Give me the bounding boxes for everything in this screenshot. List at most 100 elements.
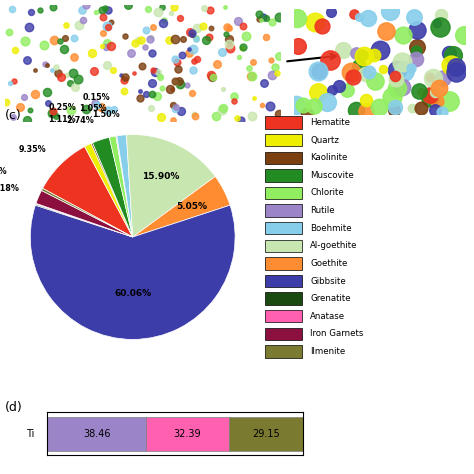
Point [371, 77, 378, 85]
Point [171, 105, 179, 113]
Point [179, 51, 186, 58]
Point [339, 46, 347, 54]
Point [438, 108, 446, 115]
Bar [265, 187, 302, 199]
Point [294, 42, 301, 50]
Point [175, 78, 182, 85]
Point [23, 56, 31, 64]
Text: 2.18%: 2.18% [0, 184, 20, 193]
Text: Al-goethite: Al-goethite [310, 241, 358, 250]
Point [128, 49, 135, 57]
Point [11, 46, 18, 54]
Point [362, 70, 369, 78]
Point [186, 28, 193, 36]
Point [134, 36, 142, 44]
Point [49, 3, 56, 10]
Bar [265, 134, 302, 146]
Wedge shape [36, 203, 133, 237]
Point [176, 14, 184, 22]
Wedge shape [85, 144, 133, 237]
Point [101, 4, 109, 12]
Point [417, 89, 425, 96]
Point [363, 108, 370, 115]
Point [136, 87, 144, 95]
Point [185, 50, 192, 57]
Point [335, 82, 343, 90]
Point [409, 105, 416, 112]
Point [17, 103, 24, 111]
Point [250, 94, 257, 102]
Point [431, 106, 439, 114]
Point [188, 90, 196, 97]
Wedge shape [109, 136, 133, 237]
Point [191, 112, 198, 120]
Point [99, 6, 106, 14]
Point [120, 88, 128, 95]
Point [230, 92, 237, 100]
Point [146, 35, 154, 43]
Point [223, 23, 231, 31]
Point [103, 61, 110, 68]
Point [365, 15, 372, 22]
Point [131, 39, 139, 47]
Point [180, 36, 187, 43]
Wedge shape [117, 135, 133, 237]
Point [413, 43, 420, 51]
Text: Goethite: Goethite [310, 259, 347, 268]
Point [432, 89, 439, 96]
Point [109, 66, 117, 74]
Text: Grenatite: Grenatite [310, 294, 351, 303]
Point [165, 36, 173, 44]
Text: (c): (c) [5, 109, 21, 122]
Wedge shape [127, 135, 215, 237]
Point [273, 69, 281, 77]
Point [392, 75, 400, 82]
Point [26, 106, 34, 114]
Point [44, 61, 51, 69]
Point [260, 80, 268, 87]
Point [91, 99, 99, 107]
Point [74, 75, 82, 83]
Point [31, 91, 39, 98]
Point [427, 91, 434, 99]
Point [350, 10, 358, 18]
Point [267, 56, 275, 64]
Point [48, 109, 55, 117]
Point [355, 62, 362, 70]
Point [137, 36, 145, 44]
Point [25, 24, 33, 31]
Text: Ilmenite: Ilmenite [310, 347, 346, 356]
Point [27, 8, 35, 16]
Point [258, 101, 266, 109]
Bar [146, 417, 229, 451]
Point [90, 68, 98, 75]
Wedge shape [36, 204, 133, 237]
Point [223, 30, 230, 38]
Bar [265, 310, 302, 322]
Point [389, 93, 396, 100]
Point [40, 42, 48, 49]
Point [343, 86, 351, 94]
Point [172, 55, 179, 63]
Point [235, 53, 243, 61]
Point [173, 59, 181, 66]
Point [169, 116, 177, 124]
Point [390, 107, 398, 114]
Point [52, 112, 60, 120]
Point [103, 23, 110, 30]
Point [190, 58, 198, 65]
Bar [265, 328, 302, 340]
Point [234, 18, 241, 25]
Point [259, 13, 267, 21]
Point [31, 66, 39, 73]
Point [230, 97, 237, 105]
Point [99, 29, 106, 36]
Text: Quartz: Quartz [310, 136, 339, 145]
Text: Gibbsite: Gibbsite [310, 276, 346, 285]
Point [227, 45, 234, 52]
Point [207, 24, 215, 32]
Point [2, 99, 10, 106]
Point [149, 23, 157, 31]
Point [157, 113, 164, 121]
Point [158, 3, 166, 11]
